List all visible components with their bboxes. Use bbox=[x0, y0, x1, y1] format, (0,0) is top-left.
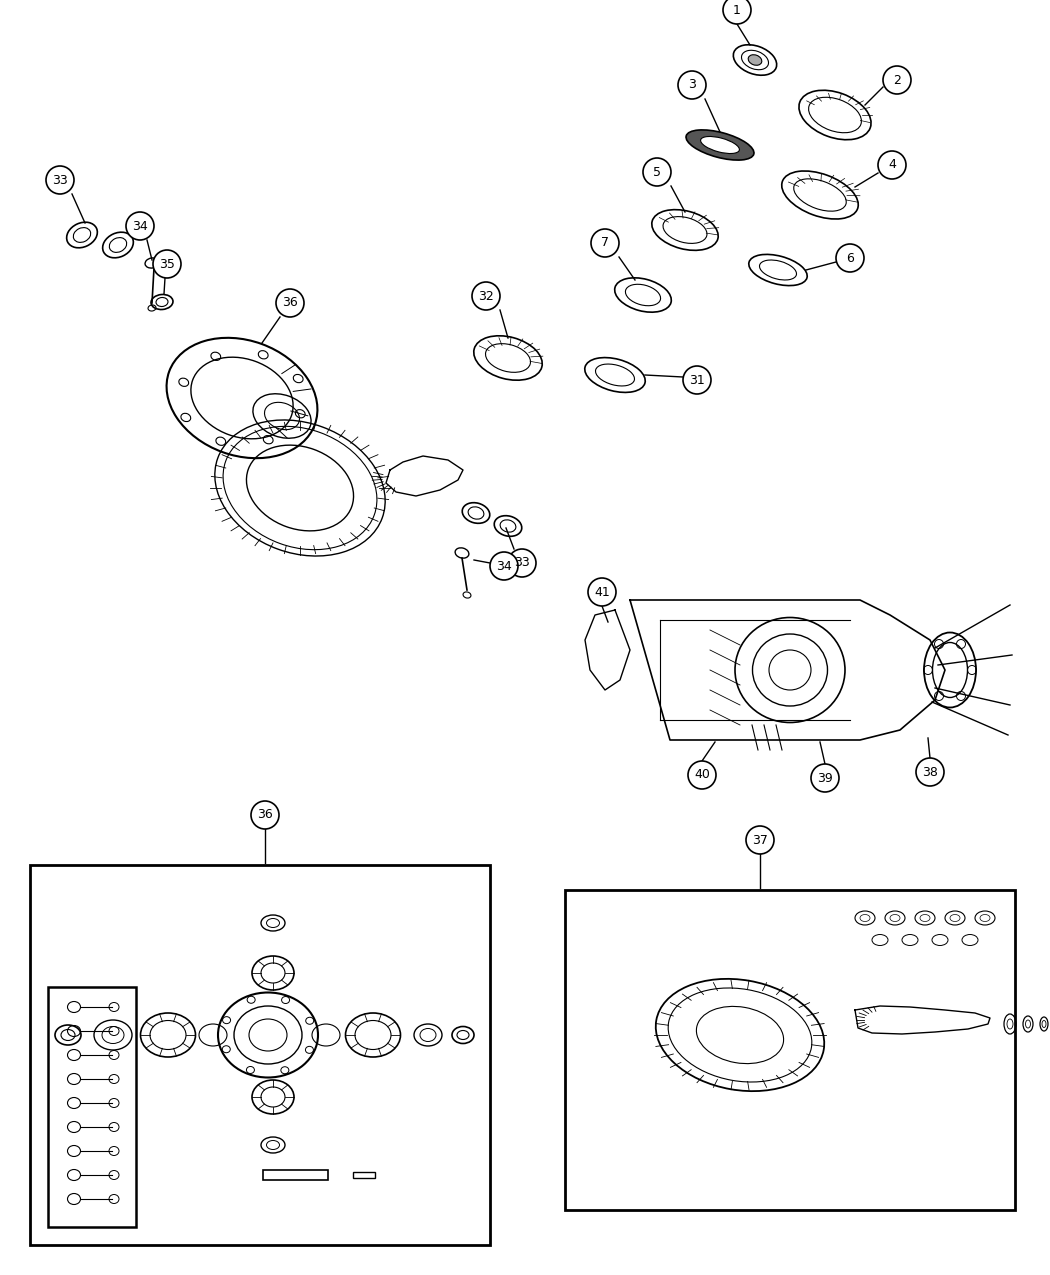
Circle shape bbox=[490, 552, 518, 580]
Text: 31: 31 bbox=[689, 374, 705, 386]
Ellipse shape bbox=[915, 912, 934, 924]
Circle shape bbox=[508, 550, 536, 578]
Ellipse shape bbox=[686, 130, 754, 161]
Bar bbox=[30, 864, 490, 1244]
Ellipse shape bbox=[749, 55, 762, 65]
Text: 32: 32 bbox=[478, 289, 493, 302]
Circle shape bbox=[883, 66, 911, 94]
Text: 38: 38 bbox=[922, 765, 938, 779]
Bar bbox=[565, 890, 1015, 1210]
Text: 36: 36 bbox=[257, 808, 273, 821]
Circle shape bbox=[836, 244, 864, 272]
Text: 6: 6 bbox=[846, 251, 854, 264]
Text: 36: 36 bbox=[282, 297, 298, 310]
Bar bbox=[48, 987, 136, 1227]
Bar bbox=[353, 1172, 375, 1178]
Polygon shape bbox=[855, 1006, 990, 1034]
Circle shape bbox=[643, 158, 671, 186]
Text: 33: 33 bbox=[52, 173, 68, 186]
Ellipse shape bbox=[261, 915, 285, 931]
Ellipse shape bbox=[94, 1020, 132, 1051]
Ellipse shape bbox=[975, 912, 995, 924]
Ellipse shape bbox=[252, 956, 294, 989]
Circle shape bbox=[688, 761, 716, 789]
Circle shape bbox=[682, 366, 711, 394]
Ellipse shape bbox=[700, 136, 739, 153]
Text: 41: 41 bbox=[594, 585, 610, 598]
Circle shape bbox=[472, 282, 500, 310]
Polygon shape bbox=[585, 609, 630, 690]
Ellipse shape bbox=[218, 992, 318, 1077]
Ellipse shape bbox=[141, 1014, 195, 1057]
Circle shape bbox=[276, 289, 304, 317]
Circle shape bbox=[878, 150, 906, 178]
Text: 40: 40 bbox=[694, 769, 710, 782]
Text: 5: 5 bbox=[653, 166, 662, 178]
Ellipse shape bbox=[872, 935, 888, 946]
Ellipse shape bbox=[962, 935, 978, 946]
Text: 39: 39 bbox=[817, 771, 833, 784]
Polygon shape bbox=[386, 456, 463, 496]
Polygon shape bbox=[630, 601, 945, 740]
Text: 4: 4 bbox=[888, 158, 896, 172]
Circle shape bbox=[126, 212, 154, 240]
Ellipse shape bbox=[855, 912, 875, 924]
Circle shape bbox=[916, 759, 944, 785]
Text: 34: 34 bbox=[132, 219, 148, 232]
Circle shape bbox=[251, 801, 279, 829]
Text: 3: 3 bbox=[688, 79, 696, 92]
Circle shape bbox=[46, 166, 74, 194]
Ellipse shape bbox=[932, 935, 948, 946]
Text: 33: 33 bbox=[514, 556, 530, 570]
Circle shape bbox=[153, 250, 181, 278]
Text: 34: 34 bbox=[496, 560, 512, 572]
Circle shape bbox=[678, 71, 706, 99]
Text: 35: 35 bbox=[159, 258, 175, 270]
Ellipse shape bbox=[261, 1137, 285, 1153]
Circle shape bbox=[811, 764, 839, 792]
Circle shape bbox=[746, 826, 774, 854]
Ellipse shape bbox=[656, 979, 824, 1091]
Ellipse shape bbox=[945, 912, 965, 924]
Circle shape bbox=[723, 0, 751, 24]
Ellipse shape bbox=[902, 935, 918, 946]
Bar bbox=[262, 1170, 328, 1179]
Ellipse shape bbox=[452, 1026, 474, 1043]
Ellipse shape bbox=[885, 912, 905, 924]
Circle shape bbox=[591, 230, 620, 258]
Ellipse shape bbox=[55, 1025, 81, 1046]
Text: 7: 7 bbox=[601, 236, 609, 250]
Text: 2: 2 bbox=[894, 74, 901, 87]
Text: 37: 37 bbox=[752, 834, 768, 847]
Ellipse shape bbox=[414, 1024, 442, 1046]
Ellipse shape bbox=[252, 1080, 294, 1114]
Ellipse shape bbox=[345, 1014, 400, 1057]
Text: 1: 1 bbox=[733, 4, 741, 17]
Circle shape bbox=[588, 578, 616, 606]
